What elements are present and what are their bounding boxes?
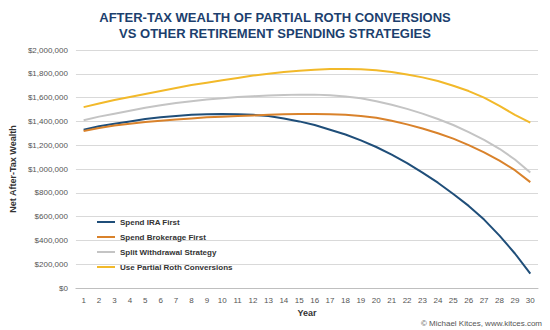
- svg-text:Spend Brokerage First: Spend Brokerage First: [120, 233, 206, 242]
- svg-text:Spend IRA First: Spend IRA First: [120, 218, 180, 227]
- svg-text:© Michael Kitces, www.kitces.c: © Michael Kitces, www.kitces.com: [421, 319, 542, 328]
- svg-text:$400,000: $400,000: [35, 236, 69, 245]
- svg-text:8: 8: [189, 296, 194, 305]
- svg-text:1: 1: [81, 296, 86, 305]
- svg-text:Split Withdrawal Strategy: Split Withdrawal Strategy: [120, 248, 217, 257]
- svg-text:6: 6: [158, 296, 163, 305]
- svg-text:Year: Year: [297, 308, 317, 318]
- svg-text:$1,800,000: $1,800,000: [28, 69, 69, 78]
- svg-text:AFTER-TAX WEALTH OF PARTIAL RO: AFTER-TAX WEALTH OF PARTIAL ROTH CONVERS…: [99, 10, 451, 25]
- svg-text:21: 21: [387, 296, 396, 305]
- svg-text:20: 20: [372, 296, 381, 305]
- svg-text:14: 14: [279, 296, 288, 305]
- svg-text:$800,000: $800,000: [35, 188, 69, 197]
- svg-text:24: 24: [433, 296, 442, 305]
- svg-text:$1,000,000: $1,000,000: [28, 165, 69, 174]
- svg-text:9: 9: [205, 296, 210, 305]
- svg-text:Net After-Tax Wealth: Net After-Tax Wealth: [8, 125, 18, 212]
- svg-text:30: 30: [526, 296, 535, 305]
- svg-text:$2,000,000: $2,000,000: [28, 46, 69, 55]
- svg-text:12: 12: [249, 296, 258, 305]
- svg-text:16: 16: [310, 296, 319, 305]
- svg-text:VS OTHER RETIREMENT SPENDING S: VS OTHER RETIREMENT SPENDING STRATEGIES: [119, 26, 431, 41]
- svg-text:7: 7: [174, 296, 179, 305]
- svg-text:26: 26: [464, 296, 473, 305]
- svg-text:3: 3: [112, 296, 117, 305]
- svg-text:13: 13: [264, 296, 273, 305]
- svg-text:$1,600,000: $1,600,000: [28, 93, 69, 102]
- svg-text:28: 28: [495, 296, 504, 305]
- svg-text:11: 11: [234, 296, 243, 305]
- svg-text:4: 4: [128, 296, 133, 305]
- svg-text:$200,000: $200,000: [35, 260, 69, 269]
- svg-text:$600,000: $600,000: [35, 212, 69, 221]
- svg-text:27: 27: [480, 296, 489, 305]
- svg-text:10: 10: [218, 296, 227, 305]
- svg-text:Use Partial Roth Conversions: Use Partial Roth Conversions: [120, 263, 233, 272]
- svg-text:17: 17: [326, 296, 335, 305]
- svg-text:18: 18: [341, 296, 350, 305]
- svg-text:23: 23: [418, 296, 427, 305]
- svg-text:$0: $0: [59, 284, 68, 293]
- svg-text:25: 25: [449, 296, 458, 305]
- svg-text:$1,200,000: $1,200,000: [28, 141, 69, 150]
- svg-text:15: 15: [295, 296, 304, 305]
- svg-text:19: 19: [356, 296, 365, 305]
- svg-text:$1,400,000: $1,400,000: [28, 117, 69, 126]
- svg-text:5: 5: [143, 296, 148, 305]
- svg-text:22: 22: [403, 296, 412, 305]
- svg-text:29: 29: [510, 296, 519, 305]
- svg-text:2: 2: [97, 296, 102, 305]
